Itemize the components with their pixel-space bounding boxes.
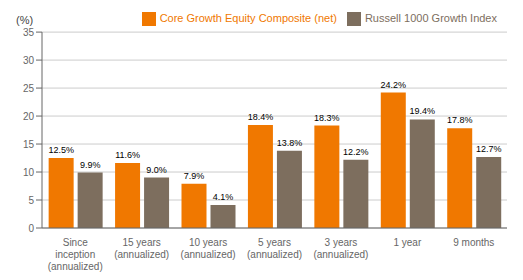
svg-text:1 year: 1 year bbox=[393, 237, 421, 248]
svg-text:18.4%: 18.4% bbox=[248, 112, 274, 122]
svg-text:15: 15 bbox=[23, 139, 35, 150]
svg-text:0: 0 bbox=[28, 223, 34, 234]
svg-text:17.8%: 17.8% bbox=[447, 115, 473, 125]
svg-text:12.5%: 12.5% bbox=[48, 145, 74, 155]
svg-text:19.4%: 19.4% bbox=[410, 106, 436, 116]
svg-text:35: 35 bbox=[23, 27, 35, 38]
html-text:Russell 1000 Growth Index: Russell 1000 Growth Index bbox=[364, 12, 497, 24]
svg-text:18.3%: 18.3% bbox=[314, 113, 340, 123]
svg-text:15 years(annualized): 15 years(annualized) bbox=[114, 237, 169, 260]
svg-text:11.6%: 11.6% bbox=[115, 150, 140, 160]
svg-text:25: 25 bbox=[23, 83, 35, 94]
svg-text:20: 20 bbox=[23, 111, 35, 122]
svg-text:13.8%: 13.8% bbox=[277, 138, 303, 148]
svg-text:24.2%: 24.2% bbox=[381, 80, 407, 90]
svg-text:12.2%: 12.2% bbox=[343, 147, 369, 157]
svg-text:9.0%: 9.0% bbox=[146, 165, 167, 175]
html-text:Core Growth Equity Composite (: Core Growth Equity Composite (net) bbox=[159, 12, 337, 24]
svg-text:5 years(annualized): 5 years(annualized) bbox=[247, 237, 302, 260]
svg-text:12.7%: 12.7% bbox=[476, 144, 502, 154]
svg-text:9 months: 9 months bbox=[453, 237, 494, 248]
svg-text:30: 30 bbox=[23, 55, 35, 66]
svg-text:9.9%: 9.9% bbox=[80, 160, 101, 170]
svg-text:3 years(annualized): 3 years(annualized) bbox=[313, 237, 368, 260]
svg-text:4.1%: 4.1% bbox=[213, 192, 234, 202]
svg-text:5: 5 bbox=[28, 195, 34, 206]
svg-text:10: 10 bbox=[23, 167, 35, 178]
svg-text:10 years(annualized): 10 years(annualized) bbox=[181, 237, 236, 260]
svg-text:Sinceinception(annualized): Sinceinception(annualized) bbox=[48, 237, 103, 272]
svg-text:7.9%: 7.9% bbox=[184, 171, 205, 181]
